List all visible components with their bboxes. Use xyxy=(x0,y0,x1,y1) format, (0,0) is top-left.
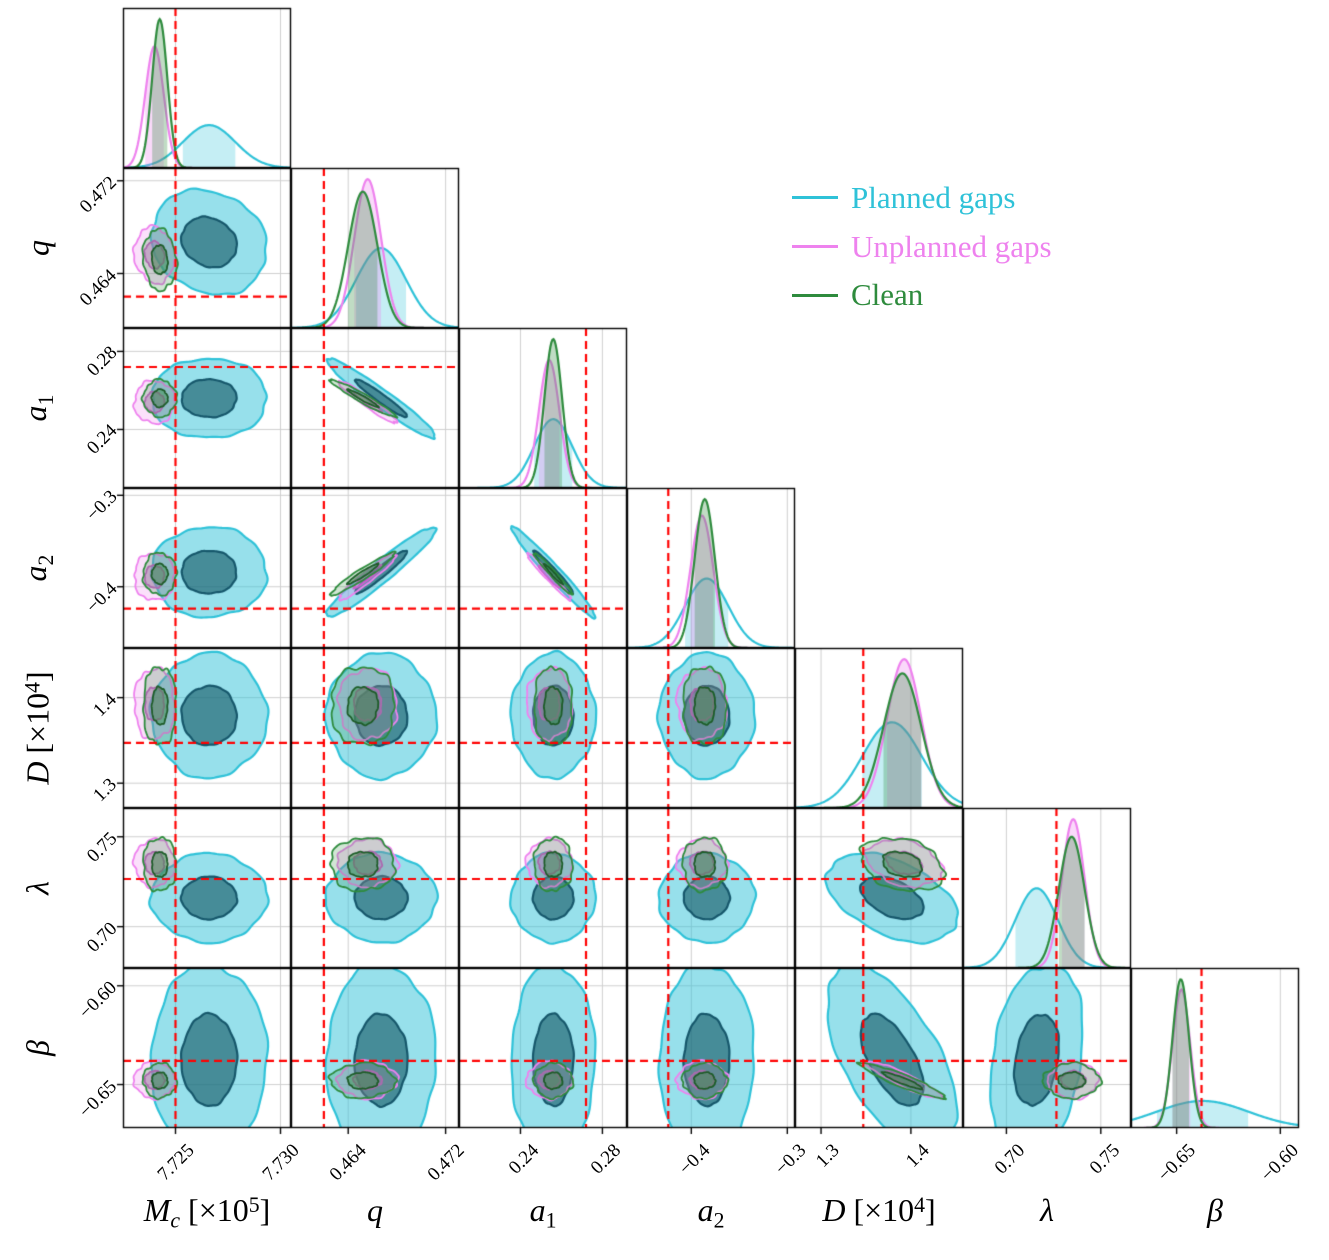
x-axis-label-lambda: λ xyxy=(1040,1192,1054,1228)
x-axis-label-D: D [×104] xyxy=(822,1192,936,1228)
y-axis-label-lambda: λ xyxy=(19,881,56,895)
legend-line-planned-gaps-icon xyxy=(792,196,838,200)
legend-label-clean: Clean xyxy=(851,277,924,313)
y-axis-label-a2: a2 xyxy=(17,554,58,582)
x-axis-label-q: q xyxy=(367,1192,383,1228)
legend-line-clean-icon xyxy=(792,293,838,297)
legend-label-planned-gaps: Planned gaps xyxy=(851,180,1016,215)
x-axis-label-a1: a1 xyxy=(529,1192,557,1233)
legend-item-planned-gaps: Planned gaps xyxy=(792,180,1052,216)
x-axis-label-Mc: Mc [×105] xyxy=(143,1192,271,1233)
y-axis-label-beta: β xyxy=(19,1040,56,1056)
x-axis-label-a2: a2 xyxy=(697,1192,725,1233)
y-axis-label-q: q xyxy=(19,240,56,256)
legend-item-unplanned-gaps: Unplanned gaps xyxy=(792,229,1052,265)
legend-item-clean: Clean xyxy=(792,277,1052,313)
legend-line-unplanned-gaps-icon xyxy=(792,244,838,248)
legend-label-unplanned-gaps: Unplanned gaps xyxy=(851,228,1052,264)
y-axis-label-a1: a1 xyxy=(17,394,58,422)
legend: Planned gaps Unplanned gaps Clean xyxy=(792,180,1052,313)
y-axis-label-D: D [×104] xyxy=(19,671,56,785)
x-axis-label-beta: β xyxy=(1207,1192,1223,1228)
